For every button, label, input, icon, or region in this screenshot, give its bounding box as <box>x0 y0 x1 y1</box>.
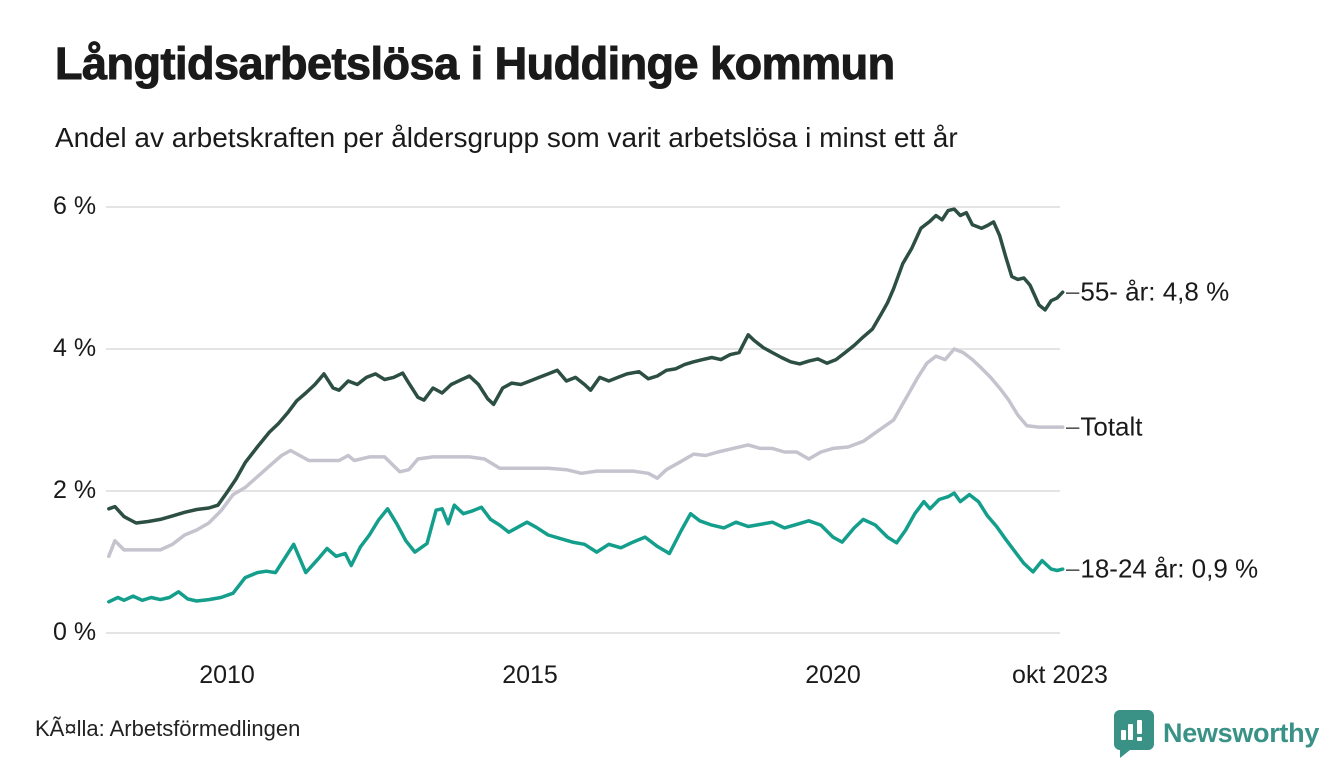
end-label-text: Totalt <box>1080 411 1143 442</box>
x-tick-label: 2010 <box>199 661 255 689</box>
source-note: KÃ¤lla: Arbetsförmedlingen <box>35 716 301 741</box>
label-connector-dash: – <box>1066 555 1080 583</box>
x-tick-label: 2015 <box>502 661 558 689</box>
chart-subtitle: Andel av arbetskraften per åldersgrupp s… <box>55 122 958 153</box>
end-label-text: 18-24 år: 0,9 % <box>1080 553 1259 584</box>
newsworthy-logo-text: Newsworthy <box>1163 717 1320 748</box>
y-tick-label: 6 % <box>53 191 97 220</box>
label-connector-dash: – <box>1066 278 1080 306</box>
y-tick-label: 0 % <box>53 617 97 646</box>
end-label-55-r: –55- år: 4,8 % <box>1066 277 1229 308</box>
bar-chart-speech-bubble-icon <box>1114 710 1154 758</box>
page-title: Långtidsarbetslösa i Huddinge kommun <box>55 38 896 90</box>
series-line-totalt <box>107 347 1065 559</box>
x-tick-label: okt 2023 <box>1012 661 1108 689</box>
end-label-totalt: – Totalt <box>1066 412 1143 443</box>
y-tick-label: 4 % <box>53 333 97 362</box>
label-connector-dash: – <box>1066 413 1080 441</box>
end-label-text: 55- år: 4,8 % <box>1080 276 1230 307</box>
end-label-18-24-r: –18-24 år: 0,9 % <box>1066 554 1258 585</box>
x-tick-label: 2020 <box>805 661 861 689</box>
series-line-55-r <box>107 207 1065 525</box>
y-tick-label: 2 % <box>53 475 97 504</box>
newsworthy-logo: Newsworthy <box>1111 708 1319 758</box>
series-line-18-24-r <box>107 491 1065 604</box>
